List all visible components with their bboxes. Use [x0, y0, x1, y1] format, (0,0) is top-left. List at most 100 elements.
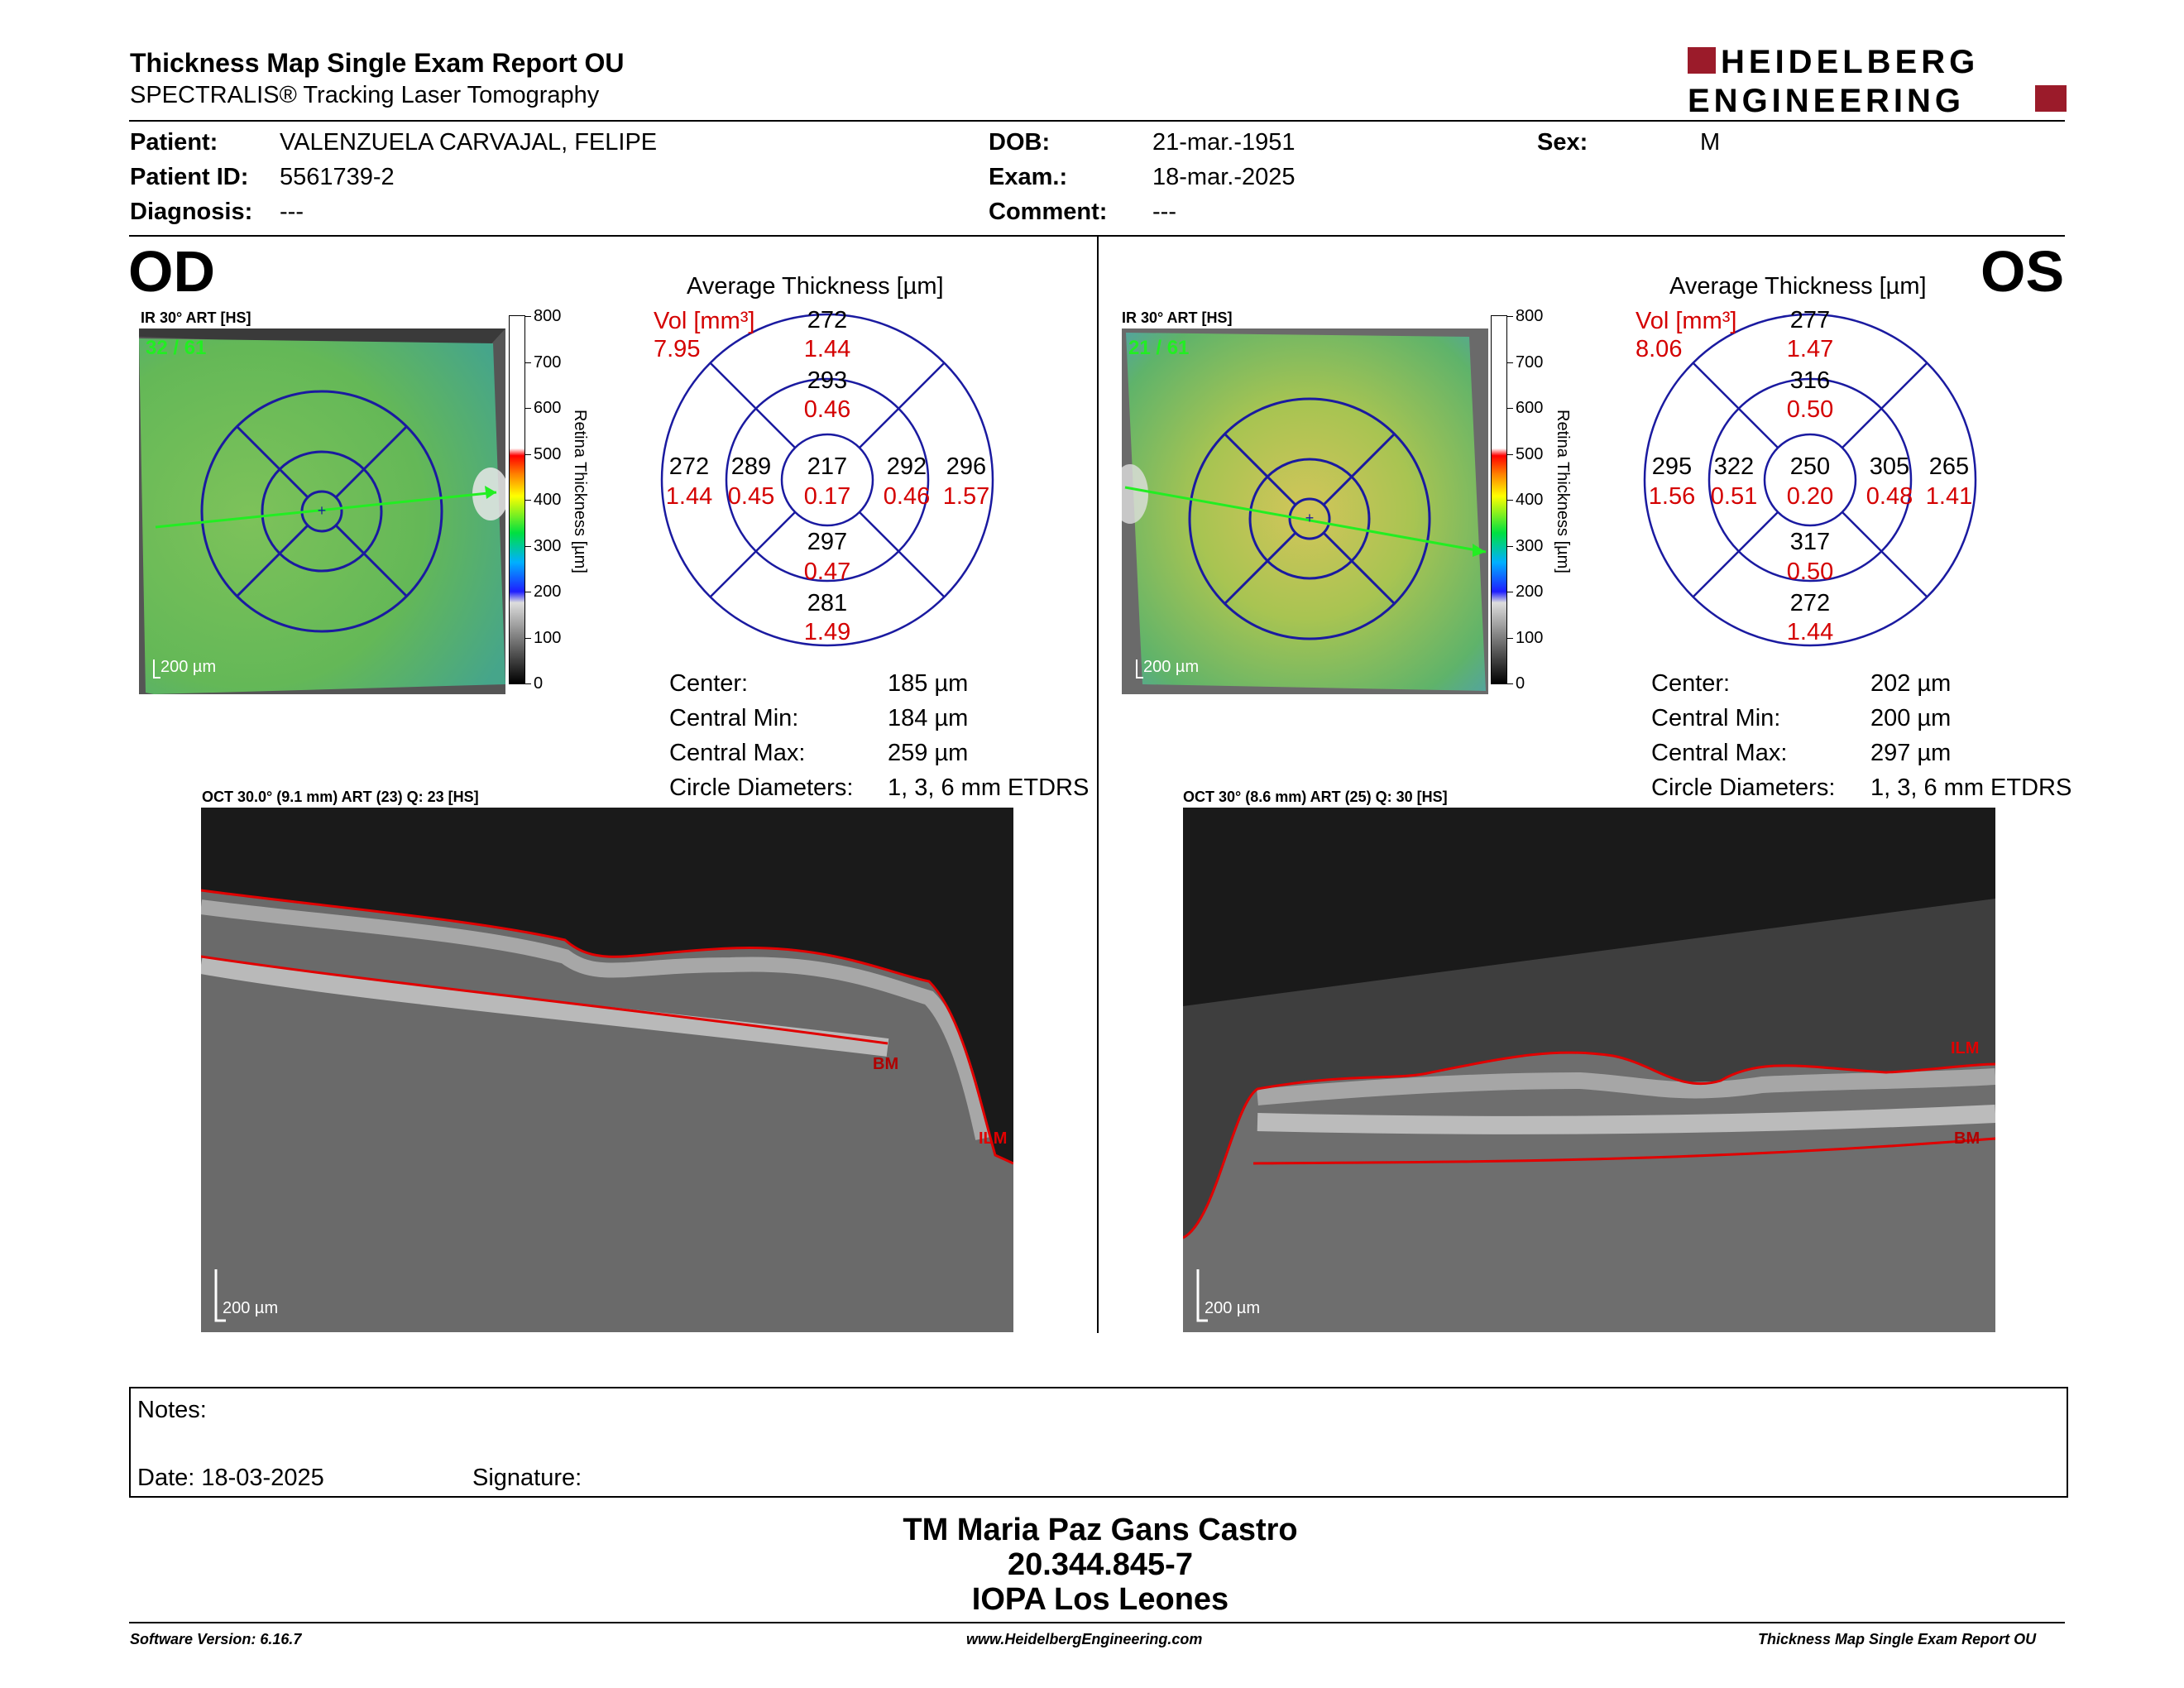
od-colorbar-tick-mark: [524, 500, 531, 501]
logo-text-line2: ENGINEERING: [1688, 83, 1965, 117]
od-inner-inf-thick: 297: [807, 529, 847, 555]
os-colorbar-tick-mark: [1506, 637, 1513, 639]
logo-text-line1: HEIDELBERG: [1721, 46, 1979, 80]
os-ir-label: IR 30° ART [HS]: [1122, 309, 1233, 326]
os-etdrs-grid: 277 1.47 316 0.50 250 0.20 322 0.51 305 …: [1643, 307, 1977, 647]
od-outer-right-thick: 296: [946, 453, 986, 480]
od-stat-value: 1, 3, 6 mm ETDRS: [888, 774, 1090, 801]
date-label: Date: 18-03-2025: [137, 1465, 324, 1491]
os-optic-disc: [1122, 464, 1148, 524]
patient-name: VALENZUELA CARVAJAL, FELIPE: [280, 129, 658, 156]
signer-name: TM Maria Paz Gans Castro: [903, 1513, 1298, 1547]
notes-label: Notes:: [137, 1397, 207, 1423]
os-colorbar-tick-mark: [1506, 683, 1513, 684]
od-outer-right-vol: 1.57: [943, 483, 989, 510]
od-inner-left-thick: 289: [731, 453, 771, 480]
os-inner-sup-vol: 0.50: [1787, 396, 1833, 423]
od-etdrs-grid: 272 1.44 293 0.46 217 0.17 289 0.45 292 …: [660, 307, 994, 647]
od-colorbar: [509, 315, 525, 684]
signature-label: Signature:: [472, 1465, 582, 1491]
od-colorbar-tick-label: 400: [534, 491, 562, 509]
os-colorbar-tick-label: 200: [1516, 583, 1544, 601]
os-inner-right-vol: 0.48: [1866, 483, 1913, 510]
od-inner-right-vol: 0.46: [884, 483, 930, 510]
dob-value: 21-mar.-1951: [1152, 129, 1296, 156]
eye-divider: [1097, 237, 1099, 1333]
od-outer-inf-thick: 281: [807, 590, 847, 616]
os-colorbar-tick-label: 0: [1516, 674, 1525, 693]
logo-square-bottom: [2035, 85, 2067, 112]
os-inner-inf-vol: 0.50: [1787, 559, 1833, 585]
heidelberg-logo: HEIDELBERG ENGINEERING: [1688, 46, 2067, 117]
od-outer-left-vol: 1.44: [666, 483, 712, 510]
od-fundus-map: + 32 / 61 200 µm: [139, 328, 505, 694]
od-stat-value: 184 µm: [888, 705, 969, 731]
od-outer-sup-vol: 1.44: [804, 336, 850, 362]
svg-text:+: +: [1305, 510, 1315, 526]
od-avg-title: Average Thickness [µm]: [687, 273, 944, 300]
os-outer-sup-vol: 1.47: [1787, 336, 1833, 362]
os-colorbar-tick-label: 700: [1516, 352, 1544, 372]
footer-report-name: Thickness Map Single Exam Report OU: [1758, 1631, 2037, 1647]
os-inner-left-thick: 322: [1714, 453, 1754, 480]
os-colorbar-tick-label: 100: [1516, 628, 1544, 647]
os-bm-line: [1252, 1137, 1995, 1165]
od-bm-label: BM: [873, 1055, 898, 1073]
os-stat-label: Central Min:: [1651, 705, 1781, 731]
od-colorbar-tick-mark: [524, 453, 531, 455]
os-frame-count: 21 / 61: [1128, 337, 1189, 359]
footer-website[interactable]: www.HeidelbergEngineering.com: [966, 1631, 1203, 1647]
exam-label: Exam.:: [989, 164, 1068, 190]
os-outer-right-vol: 1.41: [1926, 483, 1972, 510]
os-oct-scale: 200 µm: [1205, 1299, 1260, 1317]
header-divider: [129, 120, 2065, 122]
od-inner-sup-vol: 0.46: [804, 396, 850, 423]
od-scan-line: [155, 491, 497, 529]
os-colorbar-tick-label: 600: [1516, 399, 1544, 417]
od-stat-value: 259 µm: [888, 740, 969, 766]
od-colorbar-tick-label: 100: [534, 628, 562, 647]
od-colorbar-tick-label: 300: [534, 536, 562, 555]
os-avg-title: Average Thickness [µm]: [1669, 273, 1927, 300]
od-vol-total: 7.95: [654, 336, 701, 362]
os-fundus-map: + 21 / 61 200 µm: [1122, 328, 1488, 694]
patient-id-label: Patient ID:: [130, 164, 249, 190]
os-stat-value: 297 µm: [1870, 740, 1952, 766]
od-colorbar-tick-label: 200: [534, 583, 562, 601]
od-oct-bscan: BM ILM 200 µm: [201, 808, 1013, 1332]
report-subtitle: SPECTRALIS® Tracking Laser Tomography: [130, 82, 600, 108]
od-colorbar-tick-mark: [524, 362, 531, 363]
od-ilm-line: [201, 889, 1013, 1165]
od-outer-inf-vol: 1.49: [804, 619, 850, 645]
od-stat-label: Circle Diameters:: [669, 774, 854, 801]
od-stat-value: 185 µm: [888, 670, 969, 697]
os-outer-left-vol: 1.56: [1649, 483, 1695, 510]
os-fundus-scale: 200 µm: [1143, 658, 1199, 676]
od-etdrs-overlay: [200, 390, 443, 633]
od-outer-left-thick: 272: [669, 453, 709, 480]
os-colorbar-tick-label: 300: [1516, 536, 1544, 555]
od-oct-label: OCT 30.0° (9.1 mm) ART (23) Q: 23 [HS]: [202, 789, 479, 805]
od-colorbar-tick-label: 0: [534, 674, 544, 693]
os-inner-right-thick: 305: [1870, 453, 1909, 480]
notes-box[interactable]: Notes: Date: 18-03-2025 Signature:: [129, 1387, 2068, 1498]
exam-value: 18-mar.-2025: [1152, 164, 1296, 190]
os-colorbar-tick-mark: [1506, 453, 1513, 455]
diagnosis-label: Diagnosis:: [130, 199, 253, 225]
os-etdrs-overlay: [1188, 397, 1431, 640]
os-oct-bscan: ILM BM 200 µm: [1183, 808, 1995, 1332]
od-bm-line: [201, 955, 888, 1045]
patient-divider: [129, 235, 2065, 237]
od-stat-label: Center:: [669, 670, 749, 697]
os-stat-value: 1, 3, 6 mm ETDRS: [1870, 774, 2072, 801]
os-colorbar-tick-label: 500: [1516, 444, 1544, 463]
os-outer-inf-thick: 272: [1790, 590, 1830, 616]
os-colorbar-title: Retina Thickness [µm]: [1554, 410, 1572, 573]
os-vol-label: Vol [mm³]: [1636, 308, 1737, 334]
os-outer-left-thick: 295: [1652, 453, 1692, 480]
os-inner-inf-thick: 317: [1790, 529, 1830, 555]
od-inner-inf-vol: 0.47: [804, 559, 850, 585]
sex-value: M: [1700, 129, 1721, 156]
od-inner-left-vol: 0.45: [728, 483, 774, 510]
os-bm-label: BM: [1954, 1129, 1980, 1148]
